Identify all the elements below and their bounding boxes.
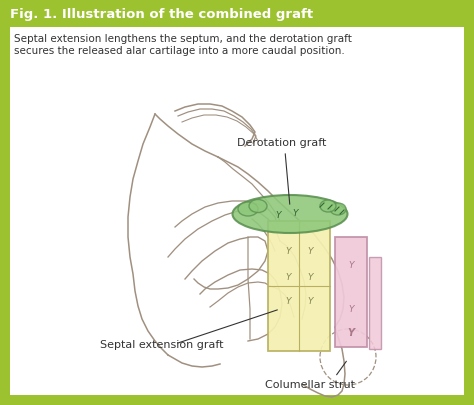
Text: Y: Y	[307, 272, 313, 281]
Bar	[268, 222, 330, 351]
Text: Y: Y	[275, 210, 281, 219]
Text: Derotation graft: Derotation graft	[237, 138, 327, 148]
Text: Fig. 1. Illustration of the combined graft: Fig. 1. Illustration of the combined gra…	[10, 7, 313, 20]
Text: Y: Y	[292, 209, 298, 218]
Text: Septal extension graft: Septal extension graft	[100, 339, 224, 349]
Text: Y: Y	[348, 305, 354, 314]
Ellipse shape	[233, 196, 347, 233]
Text: Y: Y	[285, 297, 291, 306]
Text: secures the released alar cartilage into a more caudal position.: secures the released alar cartilage into…	[14, 46, 345, 56]
Ellipse shape	[249, 200, 267, 213]
Bar	[369, 257, 381, 349]
Ellipse shape	[238, 202, 258, 216]
Ellipse shape	[330, 203, 346, 215]
Bar	[335, 237, 367, 347]
Text: Y: Y	[347, 327, 355, 337]
Ellipse shape	[320, 200, 336, 213]
Text: Y: Y	[348, 261, 354, 270]
Text: Columellar strut: Columellar strut	[265, 379, 355, 389]
Text: Septal extension lengthens the septum, and the derotation graft: Septal extension lengthens the septum, a…	[14, 34, 352, 44]
Text: Y: Y	[285, 247, 291, 256]
Text: Y: Y	[285, 272, 291, 281]
Text: Y: Y	[307, 297, 313, 306]
Bar	[0, 0, 474, 28]
Text: Y: Y	[307, 247, 313, 256]
